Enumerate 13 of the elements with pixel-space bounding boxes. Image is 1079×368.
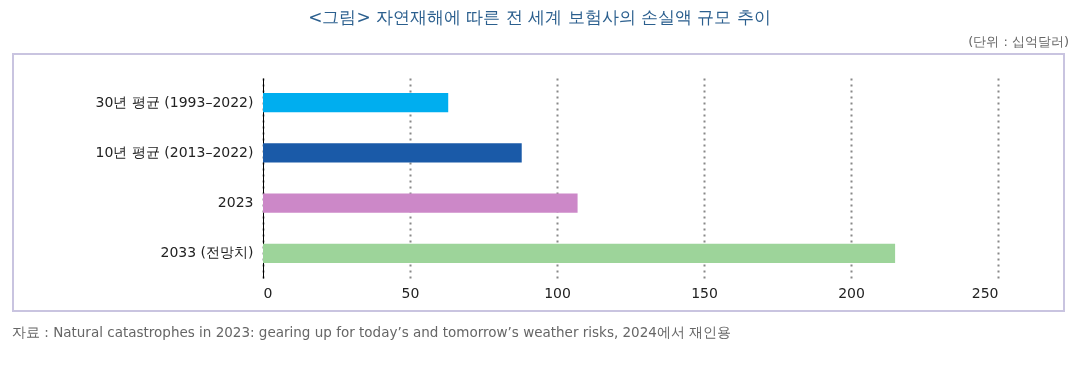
y-tick-label: 2023 [217,194,254,211]
text: 자료 : Natural catastrophes in 2023: gearing up for today’s and tomorrow’s weather risks, 2024에서 재인용 [12,324,732,342]
y-tick-label: 2033 (전망치) [160,244,254,261]
y-tick-label: 30년 평균 (1993–2022) [95,93,254,110]
text: (단위 : 십억달러) [968,33,1069,51]
y-tick-label: 10년 평균 (2013–2022) [95,143,254,160]
x-tick-label: 200 [838,284,865,301]
x-tick-label: 150 [691,284,718,301]
x-tick-label: 0 [263,284,273,301]
x-tick-label: 50 [401,284,420,301]
x-tick-label: 250 [971,284,999,301]
chart-title: <그림> 자연재해에 따른 전 세계 보험사의 손실액 규모 추이 [307,6,772,29]
x-tick-label: 100 [544,284,571,301]
